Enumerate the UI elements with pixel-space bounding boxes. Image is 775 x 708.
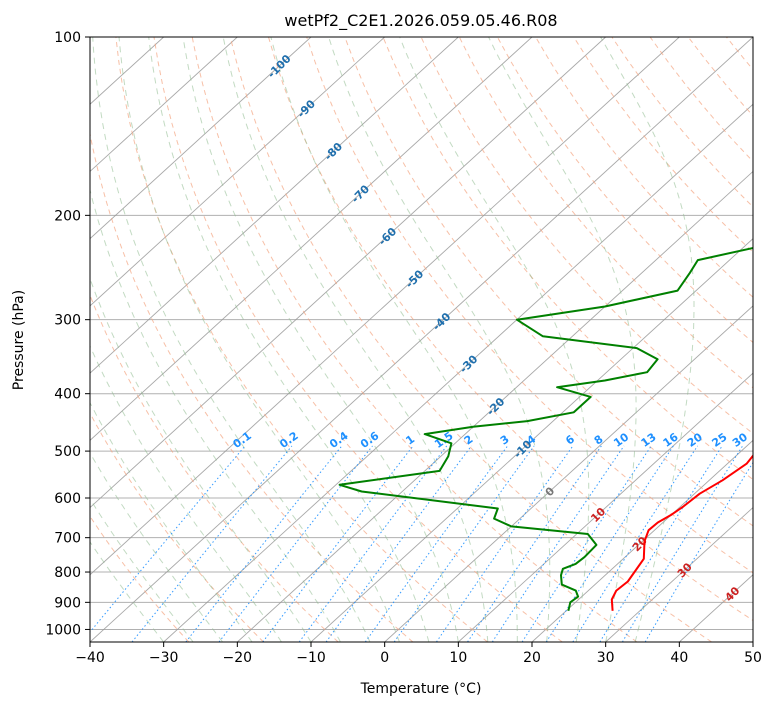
isotherm-line — [90, 37, 238, 173]
mixing-ratio-line — [467, 445, 602, 642]
y-tick-label: 700 — [54, 531, 81, 547]
isotherm-line — [90, 37, 459, 374]
dry-adiabat — [306, 37, 753, 574]
plot-frame — [89, 36, 754, 643]
isotherm-line — [90, 37, 385, 307]
moist-adiabat — [270, 37, 518, 642]
moist-adiabat — [182, 37, 459, 642]
y-tick-label: 500 — [54, 444, 81, 460]
mixing-ratio-line — [185, 445, 343, 642]
isotherm-line — [90, 37, 753, 642]
mixing-ratio-line — [572, 445, 699, 642]
mixing-ratio-line — [262, 445, 414, 642]
profile-traces — [338, 246, 753, 612]
mixing-ratio-line — [393, 445, 535, 642]
mixing-ratio-line — [90, 445, 246, 633]
y-tick-label: 800 — [54, 565, 81, 581]
dry-adiabat — [90, 293, 339, 642]
temperature-trace — [610, 454, 753, 611]
dry-adiabat — [90, 412, 264, 642]
x-tick-label: −10 — [296, 650, 326, 666]
x-tick-label: 30 — [597, 650, 615, 666]
moist-adiabat — [148, 37, 430, 642]
mixing-ratio-line — [521, 445, 652, 642]
x-tick-label: 20 — [523, 650, 541, 666]
moist-adiabat — [90, 452, 224, 642]
moist-adiabat — [90, 344, 282, 642]
moist-adiabat — [600, 37, 695, 642]
y-tick-label: 200 — [54, 208, 81, 224]
mixing-ratio-line — [644, 461, 753, 642]
mixing-ratio-line — [364, 445, 509, 642]
x-tick-label: −30 — [149, 650, 179, 666]
y-axis-label: Pressure (hPa) — [11, 290, 27, 390]
x-axis-label: Temperature (°C) — [360, 681, 482, 697]
x-tick-label: 40 — [670, 650, 688, 666]
mixing-ratio-label: 36 — [751, 430, 771, 450]
moist-adiabat — [399, 37, 590, 642]
moist-adiabat — [118, 37, 400, 642]
isotherm-line — [531, 439, 753, 642]
axes: −40 −30 −20 −10 0 10 20 30 40 50 100 200 300 400 500 60… — [45, 30, 762, 666]
x-tick-label: −40 — [75, 650, 105, 666]
mixing-ratio-line — [298, 445, 448, 642]
isotherm-line — [384, 305, 753, 642]
isotherm-line — [605, 506, 753, 642]
dry-adiabat — [229, 37, 712, 642]
isotherm-line — [90, 37, 606, 509]
isotherm-line — [310, 238, 753, 642]
moist-adiabat — [90, 188, 341, 642]
mixing-ratio-line — [599, 445, 723, 642]
mixing-ratio-line — [218, 445, 373, 642]
moist-adiabat — [488, 37, 637, 642]
mixing-ratio-line — [435, 445, 574, 642]
y-tick-label: 1000 — [45, 622, 81, 638]
dry-adiabat — [90, 515, 190, 642]
mixing-ratio-line — [545, 445, 674, 642]
dewpoint-trace — [338, 246, 753, 612]
y-tick-label: 300 — [54, 313, 81, 329]
y-tick-label: 400 — [54, 387, 81, 403]
dry-adiabat — [153, 37, 563, 642]
dry-adiabat — [191, 37, 638, 642]
dry-adiabat — [90, 131, 414, 642]
dry-adiabat — [458, 37, 753, 389]
chart-title: wetPf2_C2E1.2026.059.05.46.R08 — [284, 11, 557, 31]
dry-adiabat — [115, 37, 488, 642]
x-tick-label: 50 — [744, 650, 762, 666]
isotherm-line — [163, 103, 753, 642]
y-tick-label: 600 — [54, 491, 81, 507]
isotherm-line — [90, 37, 533, 441]
y-tick-label: 100 — [54, 30, 81, 46]
x-tick-label: −20 — [223, 650, 253, 666]
moist-adiabat — [90, 277, 312, 642]
y-tick-label: 900 — [54, 595, 81, 611]
dry-adiabat — [344, 37, 753, 527]
x-tick-label: 0 — [380, 650, 389, 666]
isotherm-line — [458, 372, 753, 642]
isotherm-line — [90, 37, 680, 576]
moist-adiabat — [90, 401, 253, 642]
mixing-ratio-line — [621, 445, 744, 642]
moist-adiabat — [92, 37, 371, 642]
mixing-ratio-line — [491, 445, 625, 642]
dry-adiabat — [268, 37, 753, 622]
isotherm-line — [90, 37, 312, 240]
x-tick-label: 10 — [449, 650, 467, 666]
